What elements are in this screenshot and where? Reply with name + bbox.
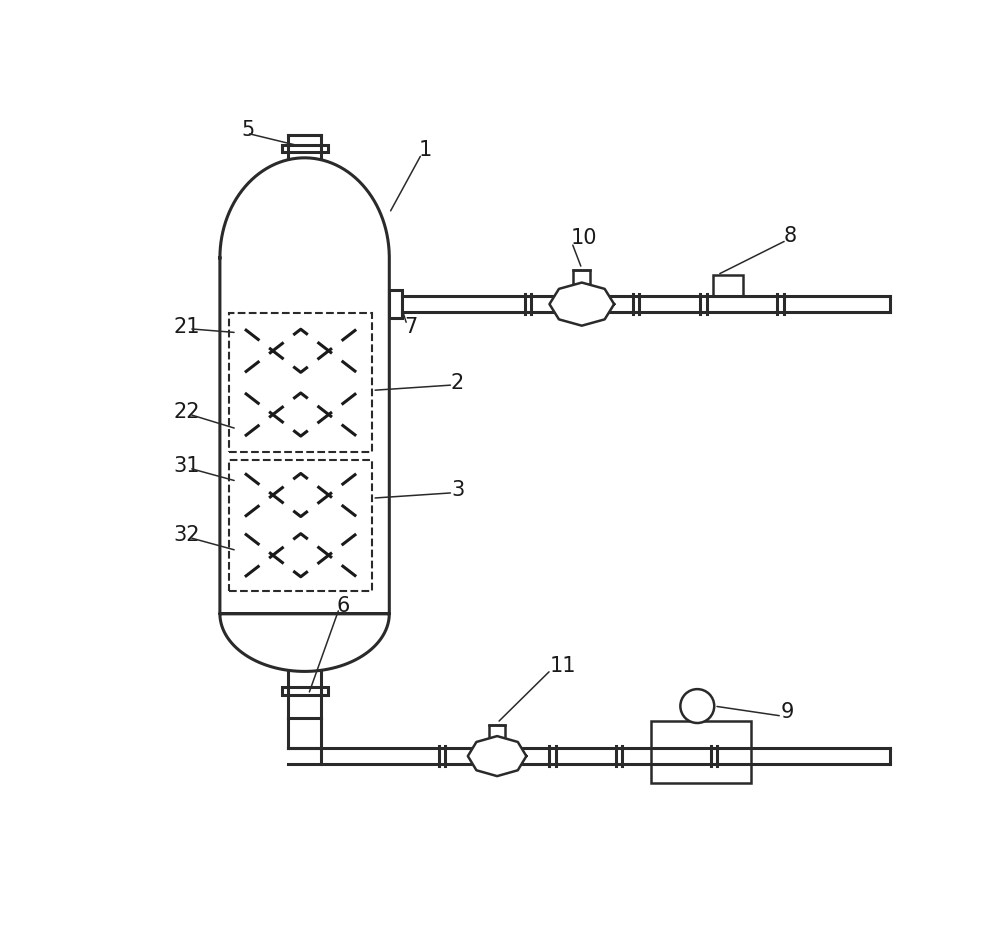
Text: 6: 6 — [337, 596, 350, 616]
Bar — [713, 274, 743, 296]
Text: 3: 3 — [451, 481, 464, 501]
Bar — [229, 313, 372, 452]
Bar — [489, 724, 505, 737]
Text: 9: 9 — [780, 703, 794, 722]
Circle shape — [680, 689, 714, 723]
Text: 21: 21 — [174, 317, 200, 338]
Text: 32: 32 — [174, 525, 200, 545]
Bar — [282, 145, 328, 152]
Polygon shape — [468, 736, 526, 776]
Text: 1: 1 — [419, 141, 432, 160]
Text: 2: 2 — [451, 372, 464, 392]
Text: 31: 31 — [174, 455, 200, 476]
Text: 22: 22 — [174, 402, 200, 422]
Bar — [573, 271, 590, 284]
Text: 11: 11 — [549, 656, 576, 676]
Text: 10: 10 — [570, 228, 597, 248]
Bar — [282, 687, 328, 695]
Bar — [651, 721, 751, 783]
Text: 7: 7 — [405, 317, 418, 338]
Bar — [389, 290, 402, 318]
Bar — [229, 459, 372, 590]
Text: 5: 5 — [241, 120, 255, 141]
Polygon shape — [549, 283, 614, 325]
Text: 8: 8 — [784, 226, 797, 246]
